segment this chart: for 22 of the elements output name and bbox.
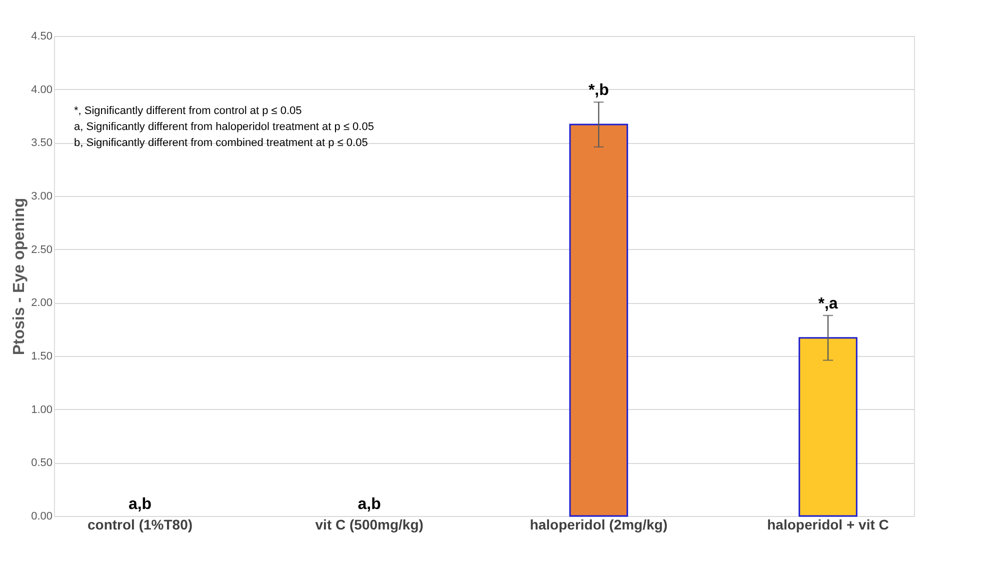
annotation: *,a bbox=[818, 295, 838, 312]
annotation: *,b bbox=[588, 82, 610, 100]
y-tick-label: 3.00 bbox=[31, 190, 52, 202]
y-tick-label: 1.00 bbox=[31, 404, 52, 416]
y-tick-label: 0.50 bbox=[31, 457, 52, 470]
x-tick-label: haloperidol + vit C bbox=[767, 516, 889, 532]
y-tick-label: 2.00 bbox=[31, 297, 52, 310]
y-tick-label: 2.50 bbox=[31, 244, 52, 256]
x-tick-label: vit C (500mg/kg) bbox=[315, 516, 424, 532]
annotation: b, Significantly different from combined treatment at p ≤ 0.05 bbox=[74, 137, 368, 149]
y-tick-label: 0.00 bbox=[31, 510, 52, 522]
y-tick-label: 4.50 bbox=[31, 30, 52, 42]
x-tick-label: control (1%T80) bbox=[87, 516, 193, 532]
annotation: *, Significantly different from control at p ≤ 0.05 bbox=[74, 105, 302, 117]
annotation: a,b bbox=[358, 496, 382, 513]
y-tick-label: 1.50 bbox=[31, 350, 52, 362]
annotation: a,b bbox=[128, 496, 152, 513]
y-tick-label: 4.00 bbox=[31, 84, 52, 96]
y-axis-title: Ptosis - Eye opening bbox=[11, 198, 28, 356]
x-tick-label: haloperidol (2mg/kg) bbox=[530, 516, 668, 532]
y-tick-label: 3.50 bbox=[31, 137, 52, 150]
annotation: a, Significantly different from haloperidol treatment at p ≤ 0.05 bbox=[74, 121, 374, 133]
